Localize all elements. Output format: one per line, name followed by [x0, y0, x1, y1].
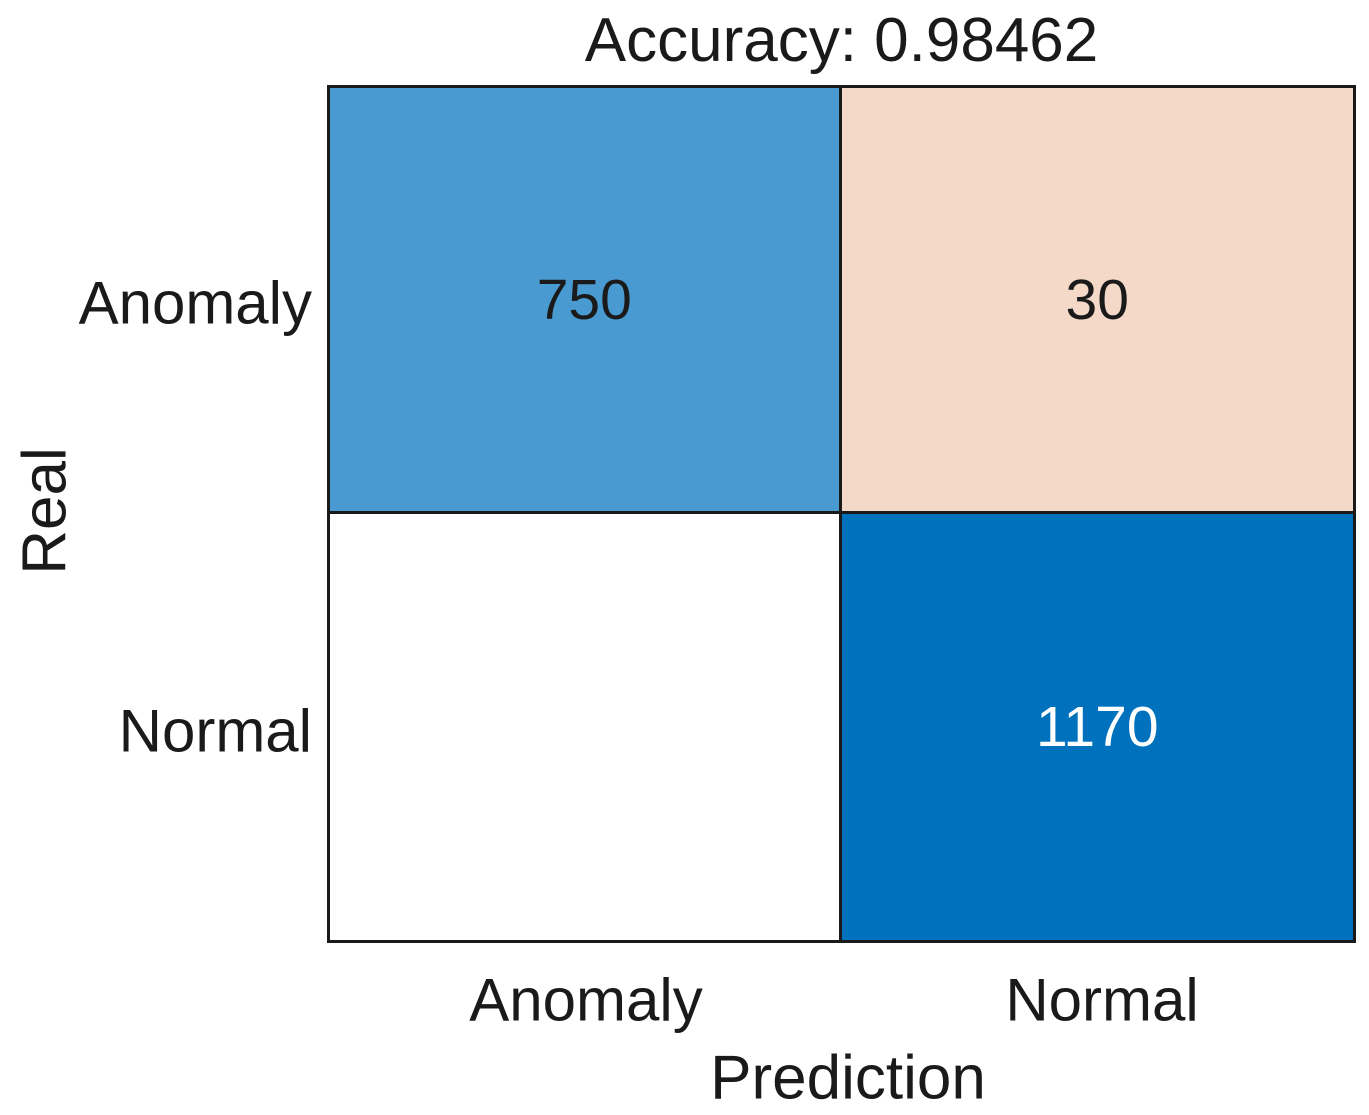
- y-tick-anomaly: Anomaly: [78, 269, 312, 337]
- chart-title: Accuracy: 0.98462: [584, 6, 1099, 75]
- y-axis-label: Real: [10, 447, 80, 575]
- cell-real-anomaly-pred-anomaly: 750: [330, 88, 842, 514]
- matrix-plot-area: 750 30 1170: [327, 85, 1356, 943]
- x-tick-anomaly: Anomaly: [469, 966, 703, 1034]
- cell-real-normal-pred-anomaly: [330, 514, 842, 940]
- x-tick-normal: Normal: [1005, 966, 1199, 1034]
- x-axis-label: Prediction: [710, 1043, 986, 1113]
- cell-real-normal-pred-normal: 1170: [841, 514, 1353, 940]
- cell-real-anomaly-pred-normal: 30: [841, 88, 1353, 514]
- y-tick-normal: Normal: [118, 697, 312, 765]
